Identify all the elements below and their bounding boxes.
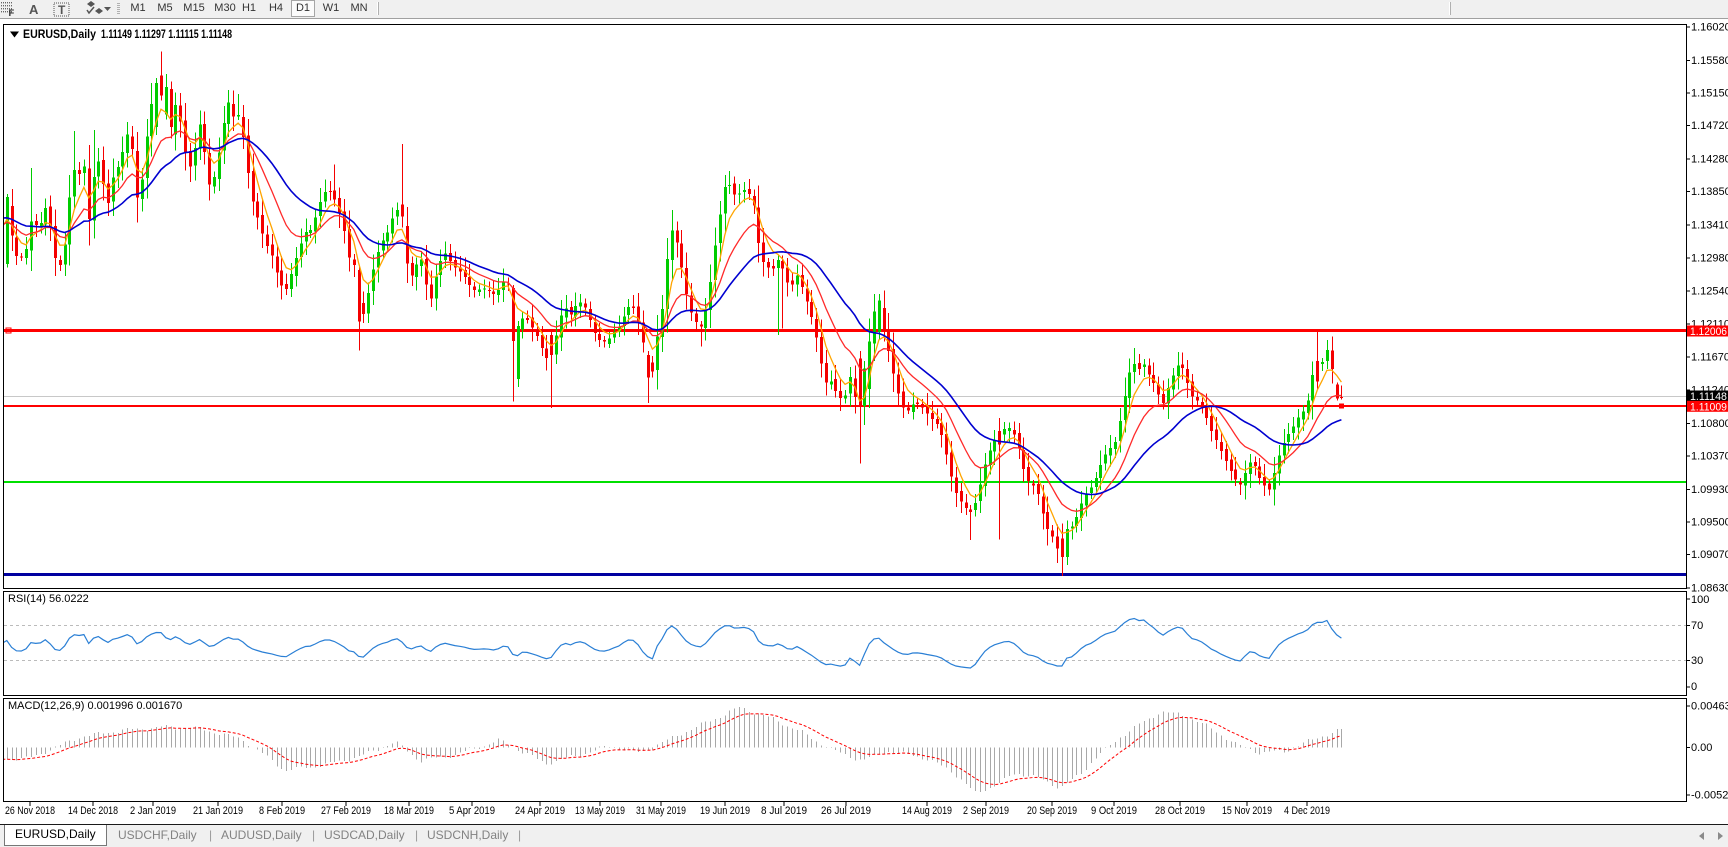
svg-text:F: F: [9, 8, 15, 18]
svg-text:20 Sep 2019: 20 Sep 2019: [1027, 805, 1077, 817]
svg-text:14 Dec 2018: 14 Dec 2018: [68, 805, 118, 817]
svg-text:1.15580: 1.15580: [1691, 55, 1728, 67]
svg-text:-0.005299: -0.005299: [1691, 789, 1728, 801]
svg-text:1.11009: 1.11009: [1690, 401, 1727, 413]
svg-text:1.12006: 1.12006: [1690, 326, 1727, 338]
svg-text:5 Apr 2019: 5 Apr 2019: [449, 805, 495, 817]
svg-text:0: 0: [1691, 681, 1697, 693]
svg-text:26 Jul 2019: 26 Jul 2019: [821, 805, 871, 817]
svg-text:1.10370: 1.10370: [1691, 450, 1728, 462]
svg-text:1.09070: 1.09070: [1691, 549, 1728, 561]
svg-text:27 Feb 2019: 27 Feb 2019: [321, 805, 371, 817]
svg-text:9 Oct 2019: 9 Oct 2019: [1091, 805, 1137, 817]
svg-text:1.13850: 1.13850: [1691, 186, 1728, 198]
svg-text:1.14720: 1.14720: [1691, 120, 1728, 132]
svg-text:19 Jun 2019: 19 Jun 2019: [700, 805, 750, 817]
svg-text:2 Sep 2019: 2 Sep 2019: [963, 805, 1009, 817]
svg-text:1.15150: 1.15150: [1691, 88, 1728, 100]
svg-text:18 Mar 2019: 18 Mar 2019: [384, 805, 434, 817]
svg-text:1.09930: 1.09930: [1691, 484, 1728, 496]
svg-text:1.12980: 1.12980: [1691, 252, 1728, 264]
svg-text:8 Feb 2019: 8 Feb 2019: [259, 805, 305, 817]
svg-text:21 Jan 2019: 21 Jan 2019: [193, 805, 243, 817]
svg-text:1.09500: 1.09500: [1691, 517, 1728, 529]
svg-text:2 Jan 2019: 2 Jan 2019: [130, 805, 176, 817]
svg-text:28 Oct 2019: 28 Oct 2019: [1155, 805, 1205, 817]
svg-text:30: 30: [1691, 655, 1703, 667]
svg-text:4 Dec 2019: 4 Dec 2019: [1284, 805, 1330, 817]
svg-text:26 Nov 2018: 26 Nov 2018: [5, 805, 55, 817]
svg-text:0.00: 0.00: [1691, 742, 1712, 754]
svg-text:0.00463: 0.00463: [1691, 701, 1728, 713]
svg-text:8 Jul 2019: 8 Jul 2019: [761, 805, 807, 817]
svg-text:1.12540: 1.12540: [1691, 286, 1728, 298]
svg-text:1.14280: 1.14280: [1691, 154, 1728, 166]
svg-text:1.16020: 1.16020: [1691, 22, 1728, 34]
svg-text:MACD(12,26,9) 0.001996 0.00167: MACD(12,26,9) 0.001996 0.001670: [8, 700, 182, 712]
svg-text:15 Nov 2019: 15 Nov 2019: [1222, 805, 1272, 817]
svg-text:24 Apr 2019: 24 Apr 2019: [515, 805, 565, 817]
svg-text:13 May 2019: 13 May 2019: [575, 805, 625, 817]
svg-text:1.13410: 1.13410: [1691, 220, 1728, 232]
svg-text:1.11670: 1.11670: [1691, 352, 1728, 364]
svg-text:1.08630: 1.08630: [1691, 583, 1728, 595]
svg-text:A: A: [29, 2, 39, 17]
svg-text:14 Aug 2019: 14 Aug 2019: [902, 805, 952, 817]
svg-text:1.11148: 1.11148: [1690, 391, 1727, 403]
svg-text:70: 70: [1691, 620, 1703, 632]
svg-text:100: 100: [1691, 594, 1709, 606]
svg-text:T: T: [58, 3, 66, 17]
svg-text:1.10800: 1.10800: [1691, 418, 1728, 430]
svg-text:1.11149 1.11297 1.11115 1.1114: 1.11149 1.11297 1.11115 1.11148: [101, 29, 232, 41]
svg-text:31 May 2019: 31 May 2019: [636, 805, 686, 817]
svg-text:RSI(14) 56.0222: RSI(14) 56.0222: [8, 593, 89, 605]
svg-text:EURUSD,Daily: EURUSD,Daily: [23, 29, 97, 41]
